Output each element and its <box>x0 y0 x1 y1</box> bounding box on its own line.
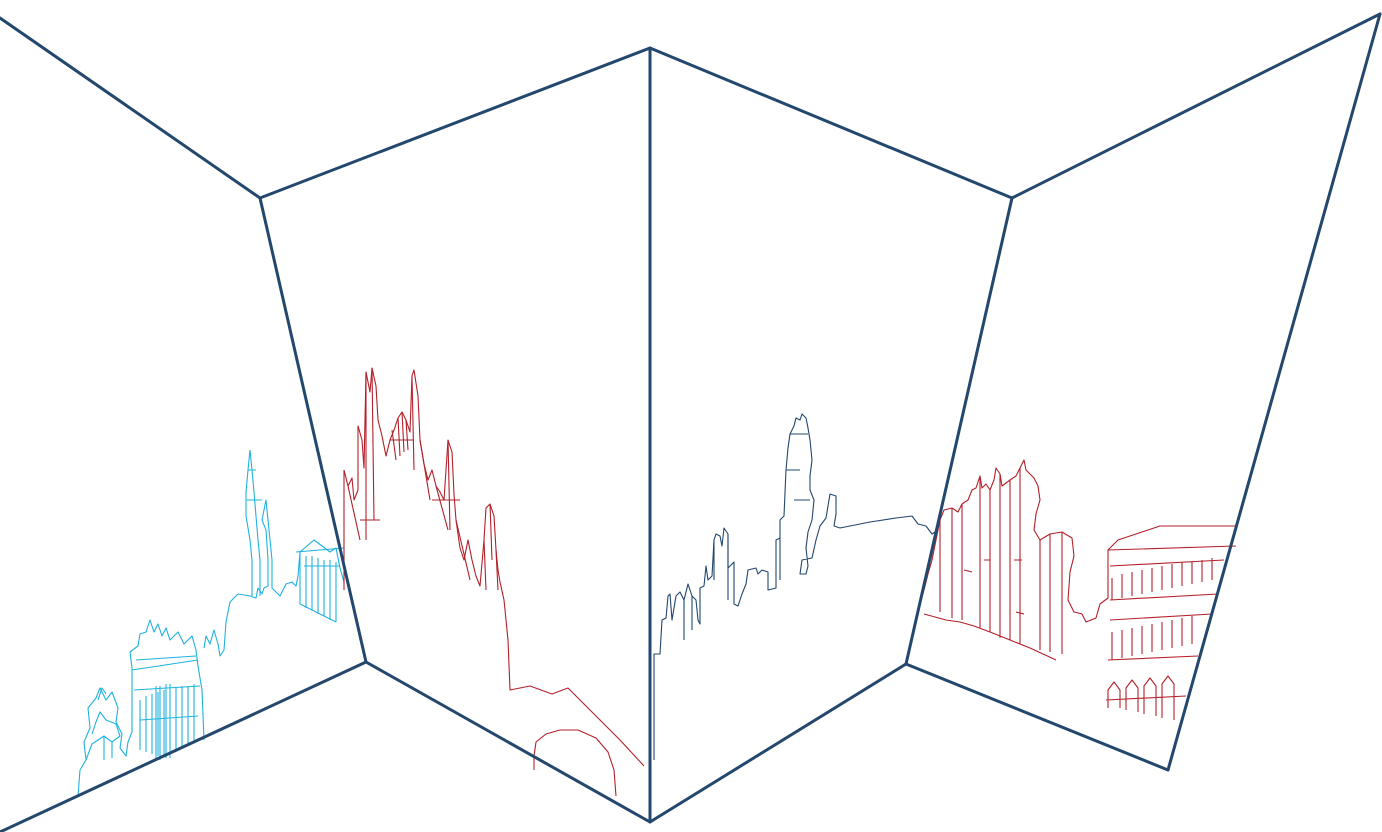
skyline-red-castle <box>919 459 1237 720</box>
skyline-red-castle-detail <box>923 468 1063 661</box>
fold-line-1 <box>258 196 368 664</box>
skyline-navy-detail <box>683 433 810 640</box>
skyline-cyan-tvtower <box>245 449 262 596</box>
skyline-navy <box>653 413 939 760</box>
skyline-cyan-statue <box>85 687 121 761</box>
skyline-red-palazzo <box>1105 545 1237 720</box>
skyline-red-cathedral <box>343 367 645 797</box>
frame <box>0 12 1382 832</box>
skyline-red-castle-outline <box>919 459 1236 623</box>
frame-top-edge <box>0 12 1382 200</box>
frame-right-edge <box>1166 12 1382 772</box>
skyline-cyan-palace <box>131 655 201 760</box>
skyline-navy-outline <box>653 413 939 760</box>
skyline-red-cathedral-detail <box>343 367 499 591</box>
skyline-cyan <box>77 449 345 797</box>
skyline-cyan-gate <box>295 547 345 623</box>
fold-line-3 <box>904 196 1014 666</box>
skyline-red-cathedral-outline <box>343 367 645 767</box>
skyline-cyan-outline <box>77 499 345 797</box>
